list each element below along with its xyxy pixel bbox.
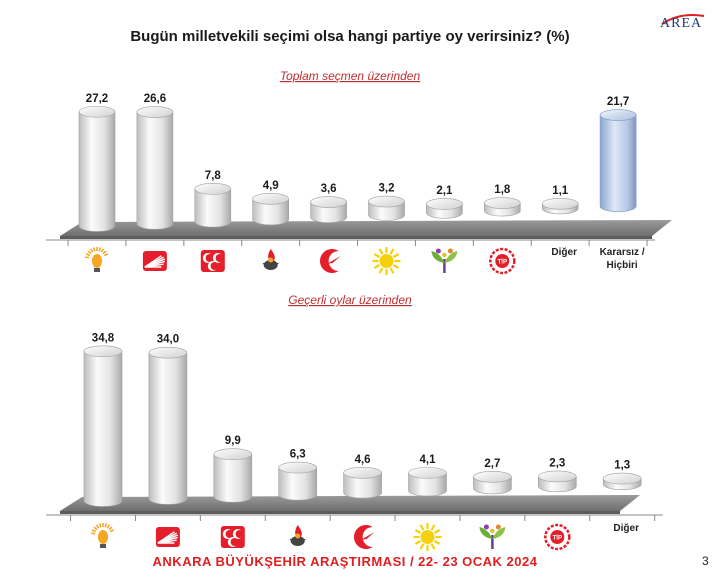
bar-4 bbox=[252, 193, 290, 226]
category-label: Diğer bbox=[551, 247, 577, 258]
chart-subtitle: Toplam seçmen üzerinden bbox=[280, 69, 421, 83]
value-label: 2,7 bbox=[484, 458, 500, 470]
yrp-logo-icon bbox=[353, 525, 375, 549]
zafer-logo-icon bbox=[479, 524, 506, 549]
bar-6 bbox=[408, 467, 447, 497]
bar-5 bbox=[343, 467, 382, 499]
chp-logo-icon bbox=[142, 251, 167, 271]
svg-text:TİP: TİP bbox=[553, 535, 562, 542]
area-logo-swoosh-icon bbox=[661, 14, 705, 25]
chart-floor-edge bbox=[60, 236, 652, 239]
value-label: 1,1 bbox=[552, 185, 569, 197]
bar-7 bbox=[473, 470, 512, 495]
value-label: 6,3 bbox=[290, 449, 306, 461]
logo-text: AREA bbox=[660, 16, 703, 31]
chp-logo-icon bbox=[155, 527, 180, 547]
bar-6 bbox=[368, 195, 405, 221]
chart-floor bbox=[60, 495, 640, 511]
value-label: 26,6 bbox=[144, 93, 166, 105]
value-label: 3,2 bbox=[379, 183, 395, 195]
bar-9 bbox=[602, 472, 642, 490]
dem-logo-icon bbox=[262, 249, 279, 270]
zafer-logo-icon bbox=[431, 248, 458, 273]
category-label: Kararsız / bbox=[600, 247, 645, 258]
bar-2 bbox=[136, 106, 174, 230]
value-label: 4,6 bbox=[355, 454, 371, 466]
value-label: 4,1 bbox=[420, 454, 437, 466]
category-label: Hiçbiri bbox=[607, 260, 638, 271]
bar-10 bbox=[599, 109, 637, 212]
akp-logo-icon bbox=[85, 247, 109, 272]
value-label: 1,3 bbox=[614, 460, 630, 472]
value-label: 27,2 bbox=[86, 93, 108, 105]
tip-logo-icon: TİP bbox=[489, 247, 516, 275]
svg-text:TİP: TİP bbox=[498, 259, 507, 266]
page-title: Bugün milletvekili seçimi olsa hangi par… bbox=[130, 28, 570, 45]
bar-chart-1: Toplam seçmen üzerinden 27,2 26,6 7,8 4,9 3,6… bbox=[46, 69, 672, 275]
bar-9 bbox=[541, 197, 579, 215]
yrp-logo-icon bbox=[319, 249, 341, 274]
value-label: 34,8 bbox=[92, 332, 115, 344]
mhp-logo-icon bbox=[200, 250, 225, 272]
value-label: 1,8 bbox=[494, 184, 511, 196]
iyi-logo-icon bbox=[413, 523, 442, 551]
bar-1 bbox=[83, 345, 123, 507]
mhp-logo-icon bbox=[220, 526, 245, 548]
bar-3 bbox=[194, 183, 232, 228]
value-label: 4,9 bbox=[263, 180, 279, 192]
iyi-logo-icon bbox=[372, 247, 401, 275]
chart-floor-edge bbox=[60, 511, 620, 514]
bar-7 bbox=[426, 198, 463, 219]
value-label: 21,7 bbox=[607, 96, 629, 108]
bar-2 bbox=[148, 346, 188, 505]
page-number: 3 bbox=[702, 554, 709, 568]
chart-subtitle: Geçerli oylar üzerinden bbox=[288, 293, 412, 307]
bar-1 bbox=[78, 105, 116, 232]
bar-3 bbox=[213, 448, 253, 503]
category-label: Diğer bbox=[613, 523, 639, 534]
bar-8 bbox=[537, 470, 577, 493]
value-label: 2,1 bbox=[436, 185, 453, 197]
bar-5 bbox=[310, 196, 347, 223]
footer-text: ANKARA BÜYÜKŞEHİR ARAŞTIRMASI / 22- 23 O… bbox=[152, 554, 538, 569]
value-label: 3,6 bbox=[321, 183, 337, 195]
tip-logo-icon: TİP bbox=[544, 523, 571, 551]
value-label: 7,8 bbox=[205, 170, 222, 182]
bar-8 bbox=[483, 197, 521, 217]
bar-4 bbox=[278, 461, 318, 501]
area-logo: AREA bbox=[660, 16, 702, 32]
dem-logo-icon bbox=[289, 525, 306, 546]
value-label: 34,0 bbox=[157, 334, 179, 346]
value-label: 9,9 bbox=[225, 435, 241, 447]
bar-chart-2: Geçerli oylar üzerinden 34,8 34,0 9,9 6,3 4,6… bbox=[46, 293, 663, 551]
value-label: 2,3 bbox=[549, 457, 565, 469]
akp-logo-icon bbox=[91, 523, 115, 548]
